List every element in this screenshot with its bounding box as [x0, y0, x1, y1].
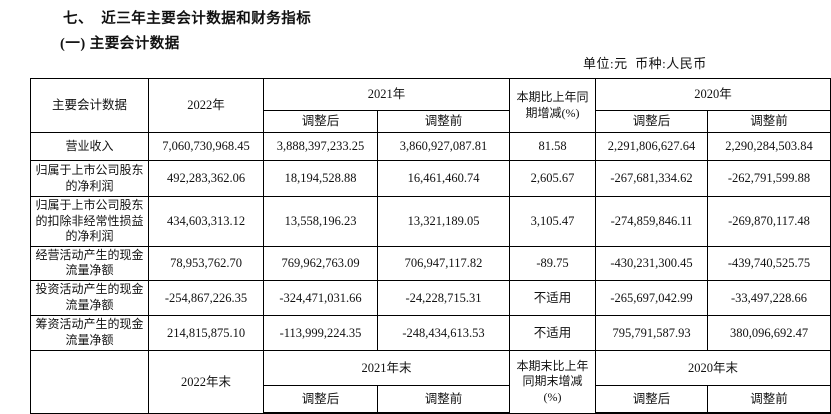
- header-2020: 2020年: [595, 78, 831, 111]
- value-2022-cell: 7,060,730,968.45: [148, 132, 264, 161]
- value-2021-adjusted-cell: 3,888,397,233.25: [263, 132, 378, 161]
- table-row-operating-cash-flow: 经营活动产生的现金流量净额 78,953,762.70 769,962,763.…: [30, 245, 831, 281]
- table-row-financing-cash-flow: 筹资活动产生的现金流量净额 214,815,875.10 -113,999,22…: [30, 314, 831, 351]
- table-row-revenue: 营业收入 7,060,730,968.45 3,888,397,233.25 3…: [30, 132, 831, 161]
- footer-header-row-yearend: 2022年末 2021年末 本期末比上年同期末增减(%) 2020年末: [30, 349, 831, 414]
- value-2020-adjusted-cell: -265,697,042.99: [595, 279, 709, 316]
- value-2020-original-cell: -269,870,117.48: [707, 196, 831, 247]
- value-2022-cell: 78,953,762.70: [148, 245, 264, 281]
- table-row-net-profit: 归属于上市公司股东的净利润 492,283,362.06 18,194,528.…: [30, 160, 831, 197]
- change-cell: 不适用: [509, 279, 597, 316]
- footer-empty-cell: [30, 349, 149, 414]
- metric-label-cell: 归属于上市公司股东的扣除非经常性损益的净利润: [30, 196, 149, 247]
- change-cell: 3,105.47: [509, 196, 597, 247]
- value-2020-adjusted-cell: 795,791,587.93: [595, 314, 709, 351]
- subsection-title: (一) 主要会计数据: [60, 36, 180, 52]
- footer-2021-yearend: 2021年末: [262, 349, 511, 386]
- value-2021-adjusted-cell: -113,999,224.35: [263, 314, 378, 351]
- header-2021-original: 调整前: [376, 110, 511, 133]
- value-2021-original-cell: 13,321,189.05: [376, 196, 511, 247]
- metric-label-cell: 归属于上市公司股东的净利润: [30, 160, 149, 197]
- header-2020-original: 调整前: [707, 110, 831, 133]
- value-2022-cell: 214,815,875.10: [148, 314, 264, 351]
- value-2020-adjusted-cell: 2,291,806,627.64: [595, 132, 709, 161]
- change-cell: 2,605.67: [509, 160, 597, 197]
- table-row-net-profit-excl-nonrecurring: 归属于上市公司股东的扣除非经常性损益的净利润 434,603,313.12 13…: [30, 196, 831, 247]
- value-2020-original-cell: -262,791,599.88: [707, 160, 831, 197]
- change-cell: -89.75: [509, 245, 597, 281]
- value-2020-original-cell: -439,740,525.75: [707, 245, 831, 281]
- header-2022: 2022年: [148, 78, 264, 133]
- metric-label-cell: 营业收入: [30, 132, 149, 161]
- footer-2021-adjusted: 调整后: [263, 384, 378, 414]
- value-2020-original-cell: 2,290,284,503.84: [707, 132, 831, 161]
- value-2021-original-cell: 3,860,927,087.81: [376, 132, 511, 161]
- value-2021-adjusted-cell: 18,194,528.88: [263, 160, 378, 197]
- value-2021-adjusted-cell: 13,558,196.23: [263, 196, 378, 247]
- header-2021: 2021年: [262, 78, 511, 111]
- metric-label-cell: 经营活动产生的现金流量净额: [30, 245, 149, 281]
- header-2020-adjusted: 调整后: [595, 110, 709, 133]
- value-2021-original-cell: 706,947,117.82: [376, 245, 511, 281]
- footer-2020-yearend: 2020年末: [595, 349, 831, 386]
- section-title: 七、 近三年主要会计数据和财务指标: [63, 11, 312, 27]
- value-2021-adjusted-cell: -324,471,031.66: [263, 279, 378, 316]
- accounting-data-table: 主要会计数据 2022年 2021年 本期比上年同期增减(%) 2020年 调整…: [30, 78, 831, 414]
- table-row-investing-cash-flow: 投资活动产生的现金流量净额 -254,867,226.35 -324,471,0…: [30, 279, 831, 316]
- header-2021-adjusted: 调整后: [263, 110, 378, 133]
- change-cell: 81.58: [509, 132, 597, 161]
- header-change-pct: 本期比上年同期增减(%): [509, 78, 597, 133]
- value-2020-adjusted-cell: -430,231,300.45: [595, 245, 709, 281]
- value-2022-cell: -254,867,226.35: [148, 279, 264, 316]
- unit-note: 单位:元 币种:人民币: [583, 56, 707, 71]
- value-2022-cell: 492,283,362.06: [148, 160, 264, 197]
- value-2020-adjusted-cell: -274,859,846.11: [595, 196, 709, 247]
- metric-label-cell: 投资活动产生的现金流量净额: [30, 279, 149, 316]
- value-2021-original-cell: 16,461,460.74: [376, 160, 511, 197]
- value-2020-original-cell: 380,096,692.47: [707, 314, 831, 351]
- value-2021-adjusted-cell: 769,962,763.09: [263, 245, 378, 281]
- footer-change-pct: 本期末比上年同期末增减(%): [509, 349, 597, 414]
- change-cell: 不适用: [509, 314, 597, 351]
- metric-label-cell: 筹资活动产生的现金流量净额: [30, 314, 149, 351]
- header-row-years: 主要会计数据 2022年 2021年 本期比上年同期增减(%) 2020年: [30, 78, 831, 133]
- header-main-label: 主要会计数据: [30, 78, 149, 133]
- footer-2021-original: 调整前: [376, 384, 511, 414]
- value-2020-adjusted-cell: -267,681,334.62: [595, 160, 709, 197]
- value-2020-original-cell: -33,497,228.66: [707, 279, 831, 316]
- value-2021-original-cell: -24,228,715.31: [376, 279, 511, 316]
- footer-2020-original: 调整前: [707, 384, 831, 414]
- value-2021-original-cell: -248,434,613.53: [376, 314, 511, 351]
- footer-2020-adjusted: 调整后: [595, 384, 709, 414]
- value-2022-cell: 434,603,313.12: [148, 196, 264, 247]
- footer-2022-yearend: 2022年末: [148, 349, 264, 414]
